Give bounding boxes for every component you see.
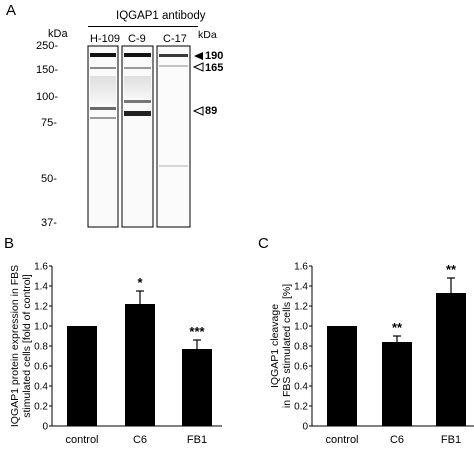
- panel-b-y-tick-label: 1.4: [34, 282, 48, 293]
- panel-c-x-tick-label: FB1: [441, 434, 461, 446]
- kda-label-right: kDa: [198, 29, 217, 41]
- panel-c-bar-fb1: [436, 293, 466, 426]
- band-100-c9: [124, 100, 151, 103]
- lane-label-h109: H-109: [90, 33, 120, 45]
- label-89: 89: [205, 105, 218, 117]
- panel-b-bar-control: [67, 326, 97, 426]
- band-165-c17: [159, 65, 188, 67]
- blot-lane-c17: [156, 45, 191, 228]
- panel-b-bar-fb1: [182, 349, 212, 426]
- antibody-title: IQGAP1 antibody: [116, 10, 206, 22]
- panel-b-x-tick-label: C6: [133, 434, 147, 446]
- marker-100: 100-: [36, 91, 59, 103]
- band-low-c17: [159, 165, 188, 167]
- panel-c-bar-control: [327, 326, 357, 426]
- panel-b-y-tick-label: 0.2: [34, 402, 48, 413]
- panel-b-y-tick-label: 0.4: [34, 382, 48, 393]
- panel-a-letter: A: [6, 2, 17, 19]
- marker-37: 37-: [41, 217, 57, 229]
- panel-b-y-tick-label: 1.6: [34, 262, 48, 273]
- panel-c-y-tick-label: 1.0: [294, 322, 308, 333]
- arrow-89-open-icon: [192, 106, 204, 116]
- label-165: 165: [205, 62, 224, 74]
- panel-b-y-axis-label-line: stimulated cells [fold of control]: [21, 274, 33, 418]
- panel-b-x-tick-label: FB1: [187, 434, 207, 446]
- marker-250: 250-: [36, 40, 59, 52]
- panel-c-significance-label: **: [446, 262, 457, 277]
- panel-c-y-tick-label: 0: [302, 422, 308, 433]
- panel-b-y-tick-label: 1.0: [34, 322, 48, 333]
- band-190-c17: [159, 54, 188, 57]
- panel-c-x-tick-label: C6: [390, 434, 404, 446]
- band-190-h109: [90, 53, 116, 57]
- panel-c-y-tick-label: 1.2: [294, 302, 308, 313]
- band-190-c9: [124, 53, 151, 57]
- band-165-h109: [90, 67, 116, 69]
- antibody-title-rule: [88, 26, 198, 27]
- panel-b-y-axis-label: IQGAP1 protein expression in FBSstimulat…: [9, 265, 33, 427]
- marker-150: 150-: [36, 64, 59, 76]
- lane-label-c17: C-17: [163, 33, 187, 45]
- panel-c-y-tick-label: 0.6: [294, 362, 308, 373]
- panel-c-x-tick-label: control: [325, 434, 358, 446]
- panel-c-y-axis-label-line: in FBS stimulated cells [%]: [281, 284, 293, 408]
- arrow-165-open-icon: [192, 62, 204, 72]
- panel-b-x-tick-label: control: [65, 434, 98, 446]
- panel-c-y-tick-label: 1.6: [294, 262, 308, 273]
- panel-c-y-tick-label: 0.2: [294, 402, 308, 413]
- panel-c-significance-label: **: [392, 320, 403, 335]
- band-165-c9: [124, 67, 151, 69]
- panel-b-significance-label: *: [137, 275, 143, 290]
- band-80-h109: [90, 117, 116, 119]
- smear-h109: [90, 76, 116, 104]
- lane-label-c9: C-9: [128, 33, 146, 45]
- label-190: 190: [205, 50, 224, 62]
- panel-c-letter: C: [258, 235, 269, 252]
- panel-c-bar-c6: [382, 342, 412, 426]
- panel-b-significance-label: ***: [189, 324, 205, 339]
- panel-c-y-tick-label: 0.4: [294, 382, 308, 393]
- kda-label-left: kDa: [48, 28, 68, 40]
- marker-50: 50-: [41, 173, 57, 185]
- panel-b-letter: B: [4, 235, 15, 252]
- panel-c-y-axis-label-line: IQGAP1 cleavage: [269, 304, 281, 388]
- marker-75: 75-: [41, 117, 57, 129]
- panel-c-y-axis-label: IQGAP1 cleavagein FBS stimulated cells […: [269, 284, 293, 408]
- panel-b-y-tick-label: 0.8: [34, 342, 48, 353]
- panel-b-bar-c6: [125, 304, 155, 426]
- band-89-c9: [124, 111, 151, 116]
- arrow-190-filled-icon: [194, 52, 203, 60]
- panel-c-y-tick-label: 0.8: [294, 342, 308, 353]
- panel-b-y-tick-label: 0: [42, 422, 48, 433]
- panel-c-y-tick-label: 1.4: [294, 282, 308, 293]
- panel-b-y-tick-label: 1.2: [34, 302, 48, 313]
- band-89-h109: [90, 107, 116, 110]
- panel-b-y-axis-label-line: IQGAP1 protein expression in FBS: [9, 265, 21, 427]
- smear-c9: [124, 76, 151, 98]
- panel-b-y-tick-label: 0.6: [34, 362, 48, 373]
